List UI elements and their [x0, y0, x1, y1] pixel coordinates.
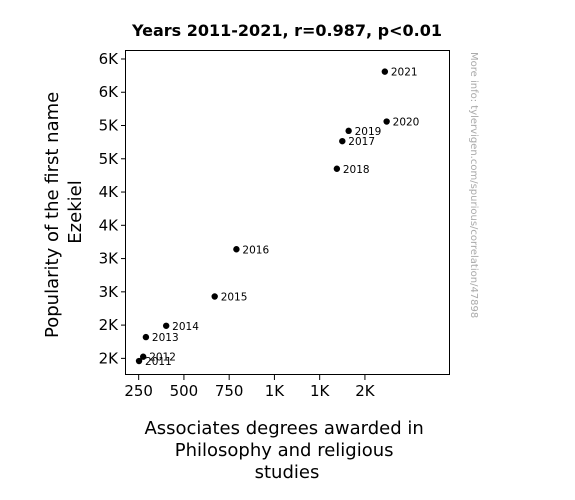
- data-point-label: 2020: [393, 117, 420, 129]
- data-point-label: 2015: [221, 291, 248, 303]
- x-axis: 250 500 750 1K 1K 2K: [124, 375, 376, 400]
- data-point: [345, 127, 352, 135]
- chart-title: Years 2011-2021, r=0.987, p<0.01: [131, 21, 442, 40]
- data-point: [381, 68, 389, 75]
- plot-area: [125, 50, 450, 375]
- y-tick-label: 4K: [99, 216, 120, 234]
- x-tick-label: 750: [215, 382, 244, 400]
- y-tick-label: 4K: [99, 183, 120, 201]
- data-point: [135, 357, 143, 365]
- y-tick-label: 3K: [99, 283, 120, 301]
- y-axis: 2K 2K 3K 3K 4K 4K 5K 5K 6K 6K: [99, 50, 126, 367]
- y-tick-label: 6K: [99, 50, 120, 68]
- y-tick-label: 2K: [99, 316, 120, 334]
- y-tick-label: 3K: [99, 250, 120, 268]
- x-tick-label: 250: [124, 382, 153, 400]
- data-point-label: 2013: [152, 332, 179, 344]
- data-point-label: 2012: [149, 352, 176, 364]
- data-point-label: 2018: [343, 164, 370, 176]
- data-point-label: 2014: [172, 321, 199, 333]
- data-point: [383, 118, 390, 125]
- data-points: 2011201220132014201520162017201820192020…: [135, 67, 420, 368]
- y-axis-label: Popularity of the first name Ezekiel: [42, 86, 86, 338]
- data-point-label: 2017: [348, 136, 375, 148]
- data-point-label: 2019: [355, 126, 382, 138]
- data-point: [139, 353, 147, 360]
- watermark-text: More info: tylervigen.com/spurious/corre…: [468, 52, 479, 318]
- data-point-label: 2016: [242, 244, 269, 256]
- data-point: [339, 137, 346, 145]
- data-point: [233, 246, 240, 253]
- data-point: [162, 322, 170, 329]
- x-tick-label: 500: [170, 382, 199, 400]
- x-axis-label: Associates degrees awarded in Philosophy…: [144, 418, 429, 483]
- x-tick-label: 1K: [310, 382, 331, 400]
- data-point-label: 2021: [391, 67, 418, 79]
- data-point: [142, 333, 150, 341]
- data-point-label: 2011: [145, 356, 172, 368]
- y-tick-label: 2K: [99, 349, 120, 367]
- data-point: [211, 293, 218, 300]
- y-tick-label: 5K: [99, 117, 120, 135]
- y-tick-label: 5K: [99, 150, 120, 168]
- x-tick-label: 1K: [265, 382, 286, 400]
- data-point: [333, 165, 341, 172]
- y-tick-label: 6K: [99, 83, 120, 101]
- x-tick-label: 2K: [355, 382, 376, 400]
